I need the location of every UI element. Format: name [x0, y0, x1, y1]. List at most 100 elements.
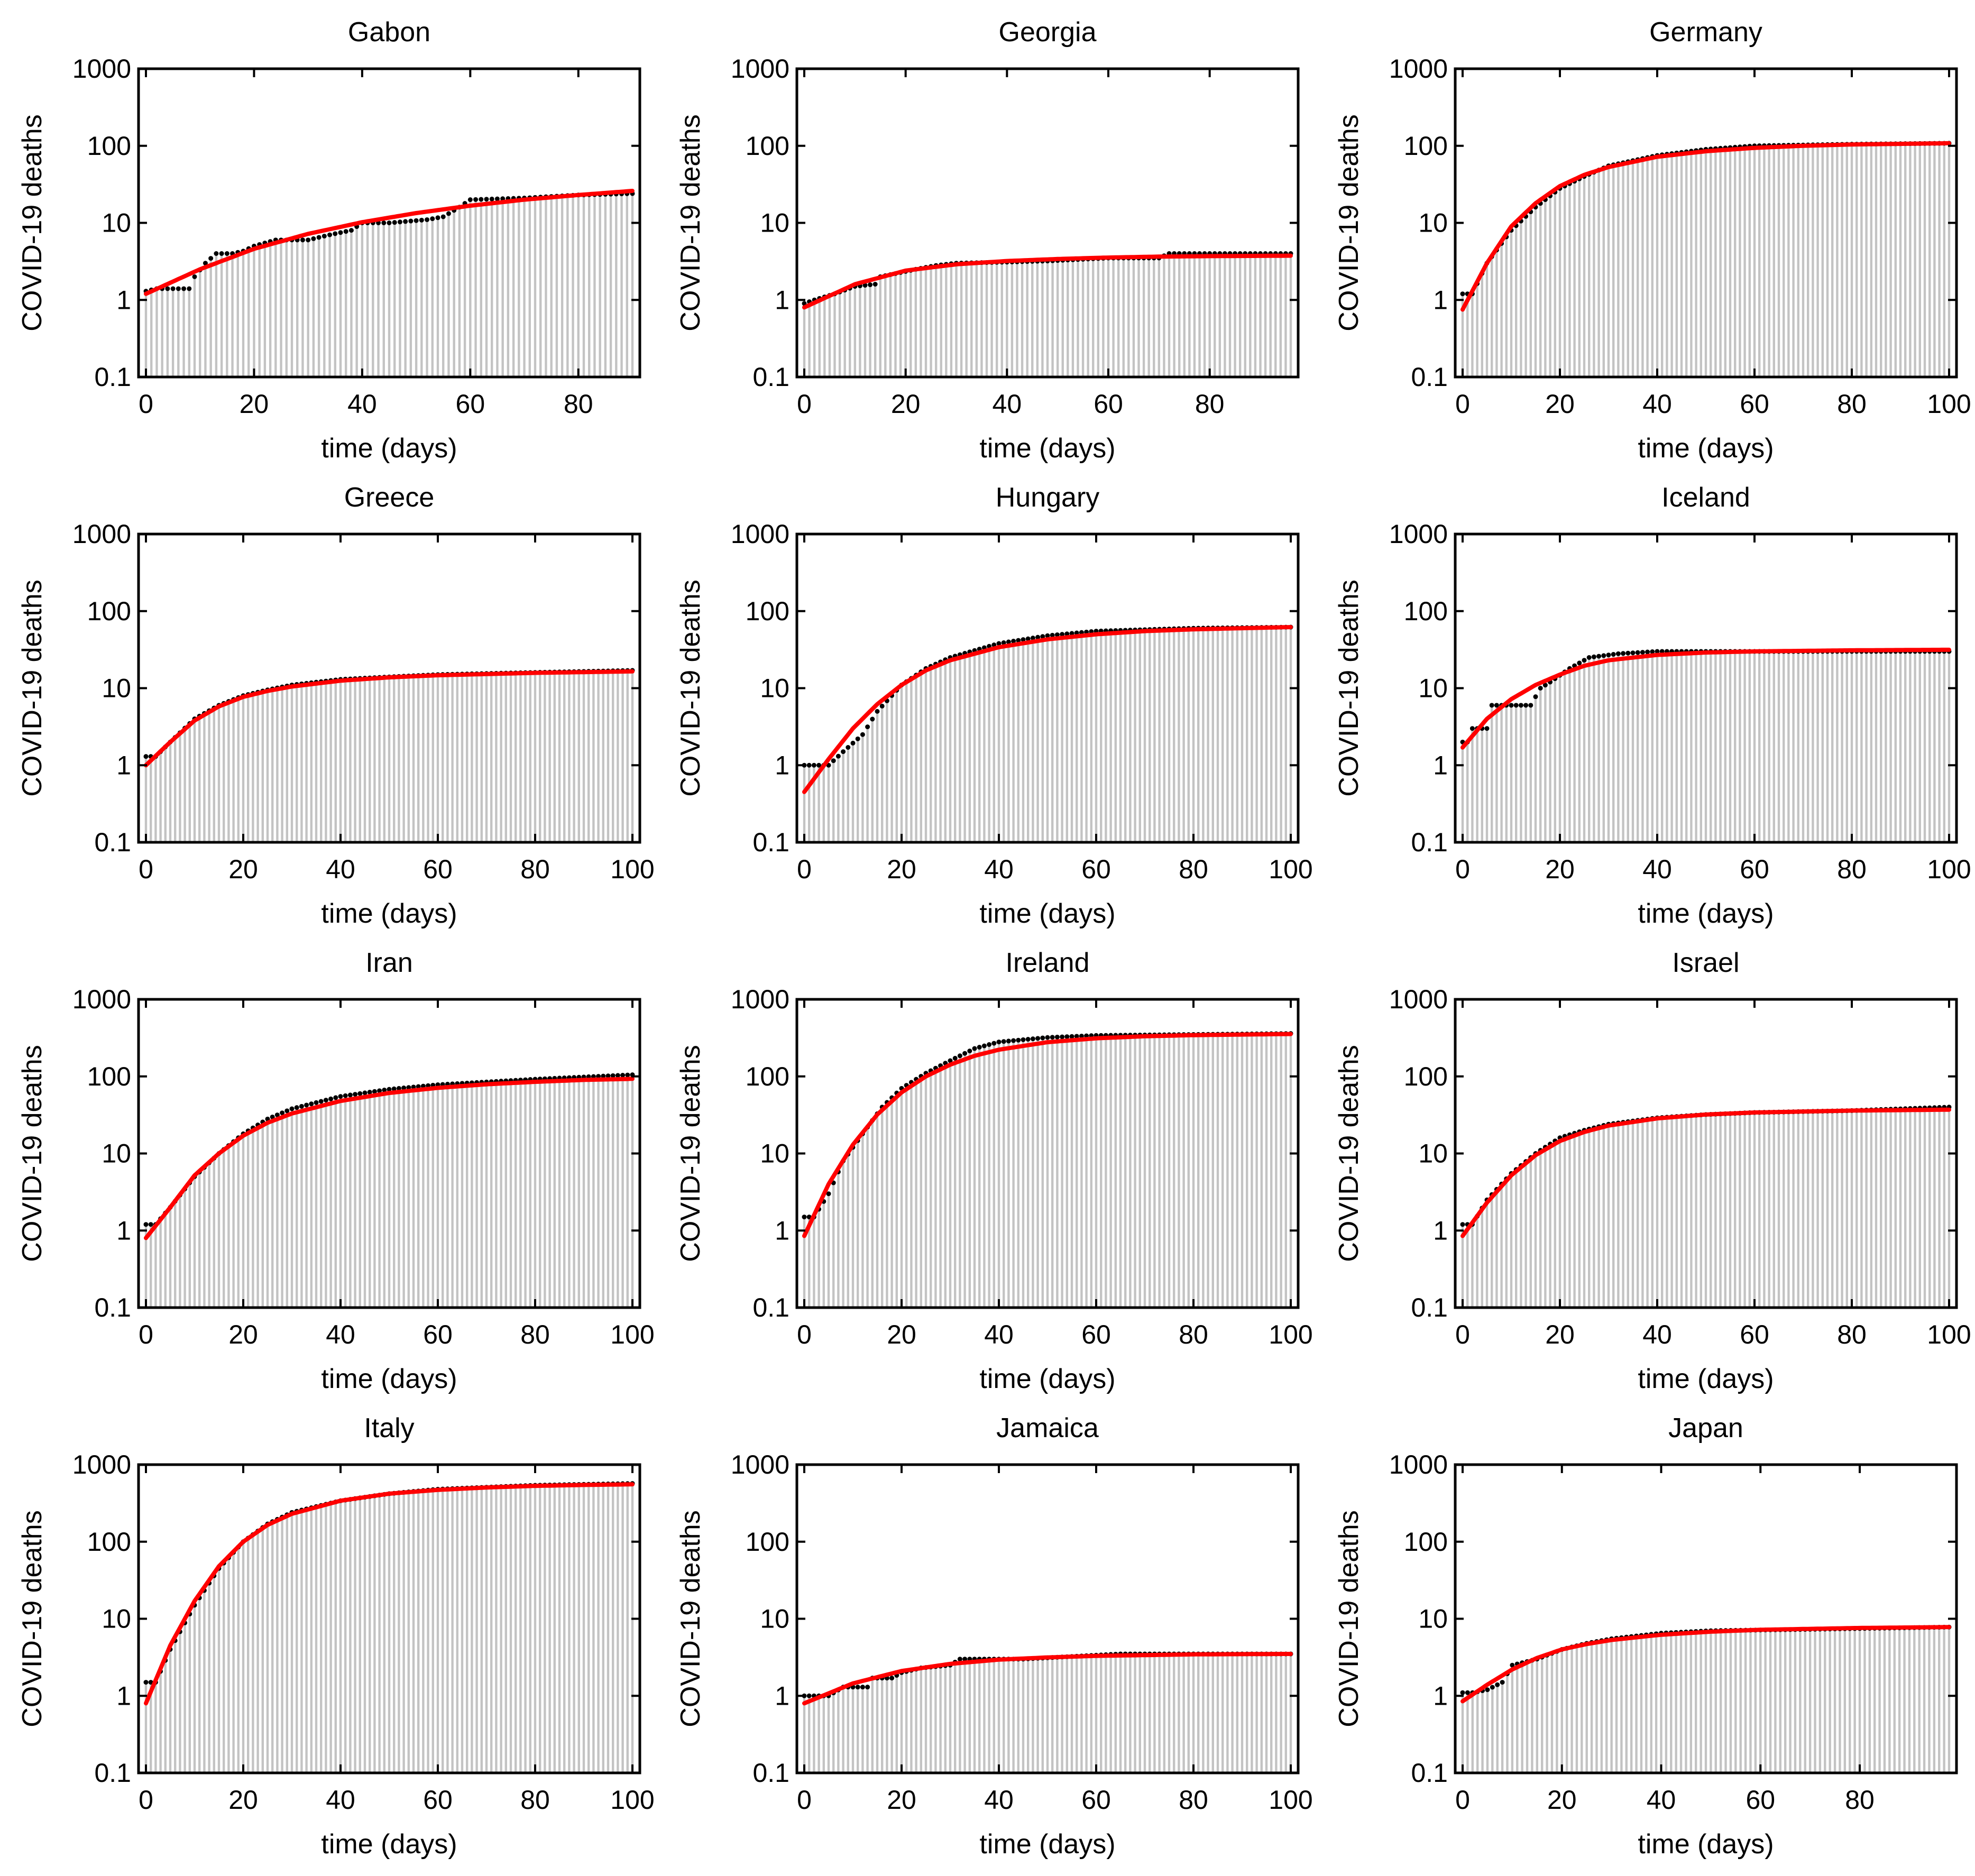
x-tick-label: 20: [1547, 1785, 1577, 1815]
data-point: [831, 758, 836, 764]
bar: [1923, 651, 1926, 842]
bar: [1224, 253, 1226, 377]
bar: [529, 672, 531, 842]
bar: [1799, 1629, 1802, 1773]
data-point: [865, 1685, 870, 1690]
bar: [1500, 1184, 1503, 1308]
chart-title: Ireland: [1006, 948, 1090, 978]
y-axis-label: COVID-19 deaths: [1334, 114, 1364, 331]
bar: [1211, 628, 1214, 842]
bar: [1485, 263, 1489, 377]
bar: [817, 1696, 820, 1773]
bar: [827, 1193, 830, 1308]
bar: [1192, 1653, 1195, 1773]
bar: [174, 737, 177, 842]
bar: [602, 1076, 604, 1308]
data-point: [430, 216, 435, 222]
bar: [553, 1078, 556, 1308]
bar-group: [144, 1483, 634, 1773]
bar: [593, 194, 596, 377]
bar: [847, 747, 849, 842]
bar: [813, 1696, 815, 1773]
bar: [290, 1108, 293, 1308]
bar: [1036, 261, 1039, 377]
data-point: [1460, 291, 1465, 297]
y-tick-label: 100: [87, 596, 131, 626]
bar: [226, 253, 228, 377]
data-point: [1040, 634, 1045, 639]
bar: [1007, 642, 1010, 842]
bar: [1007, 1041, 1010, 1308]
bar: [1685, 651, 1688, 842]
bar: [920, 1668, 922, 1773]
bar: [1461, 1224, 1464, 1308]
data-point: [484, 197, 489, 202]
bar: [949, 1060, 952, 1308]
bar: [1865, 651, 1868, 842]
bar: [1772, 145, 1775, 377]
bar: [528, 197, 531, 377]
bar: [1187, 1034, 1190, 1308]
bar: [563, 672, 566, 842]
x-tick-label: 0: [797, 389, 812, 419]
y-tick-label: 10: [760, 1139, 789, 1169]
data-point: [143, 1222, 149, 1227]
bar: [959, 655, 961, 842]
bar: [808, 1696, 811, 1773]
bar: [1904, 651, 1907, 842]
bar: [1481, 273, 1483, 377]
bar: [475, 1487, 478, 1773]
bar: [1061, 1036, 1063, 1308]
x-tick-label: 60: [1081, 854, 1111, 884]
bar: [281, 1517, 283, 1773]
bar: [1495, 705, 1498, 842]
bar: [993, 1659, 995, 1773]
x-tick-label: 40: [984, 1785, 1014, 1815]
bar: [920, 268, 922, 377]
data-point: [1523, 703, 1529, 708]
bar: [1588, 1129, 1591, 1308]
bar: [607, 670, 610, 842]
data-point: [208, 256, 214, 261]
bar: [1744, 1630, 1747, 1773]
data-point: [1050, 1035, 1055, 1040]
bar: [223, 1563, 225, 1773]
bar: [959, 1659, 961, 1773]
bar: [383, 677, 385, 842]
bar: [1481, 728, 1483, 842]
bar: [169, 742, 172, 842]
x-axis-label: time (days): [1638, 1364, 1774, 1394]
bar: [1466, 293, 1469, 377]
bar: [871, 719, 874, 842]
data-point: [311, 236, 316, 241]
y-tick-label: 0.1: [1411, 1758, 1448, 1788]
bar: [1898, 1627, 1901, 1773]
bar: [247, 1130, 250, 1308]
x-axis-label: time (days): [1638, 1829, 1774, 1860]
bar: [471, 1487, 473, 1773]
bar: [1080, 1036, 1083, 1308]
bar: [566, 195, 569, 377]
data-point: [306, 237, 311, 243]
bar: [876, 1678, 879, 1773]
bar: [1812, 144, 1814, 377]
bar: [1231, 1653, 1234, 1773]
bar: [415, 220, 418, 377]
bar-group: [1461, 1107, 1951, 1308]
bar: [164, 1213, 167, 1308]
bar: [1646, 652, 1649, 842]
bar: [1685, 1632, 1687, 1773]
bar: [813, 300, 816, 377]
bar: [555, 196, 558, 377]
bar: [837, 756, 840, 842]
y-axis-label: COVID-19 deaths: [675, 114, 706, 331]
bar: [993, 645, 995, 842]
y-axis-label: COVID-19 deaths: [1334, 1510, 1364, 1727]
bar: [970, 263, 973, 377]
data-point: [1025, 1037, 1031, 1042]
bar: [1894, 143, 1897, 377]
bar: [1067, 260, 1069, 377]
bar: [626, 1483, 629, 1773]
bar: [1003, 642, 1005, 842]
